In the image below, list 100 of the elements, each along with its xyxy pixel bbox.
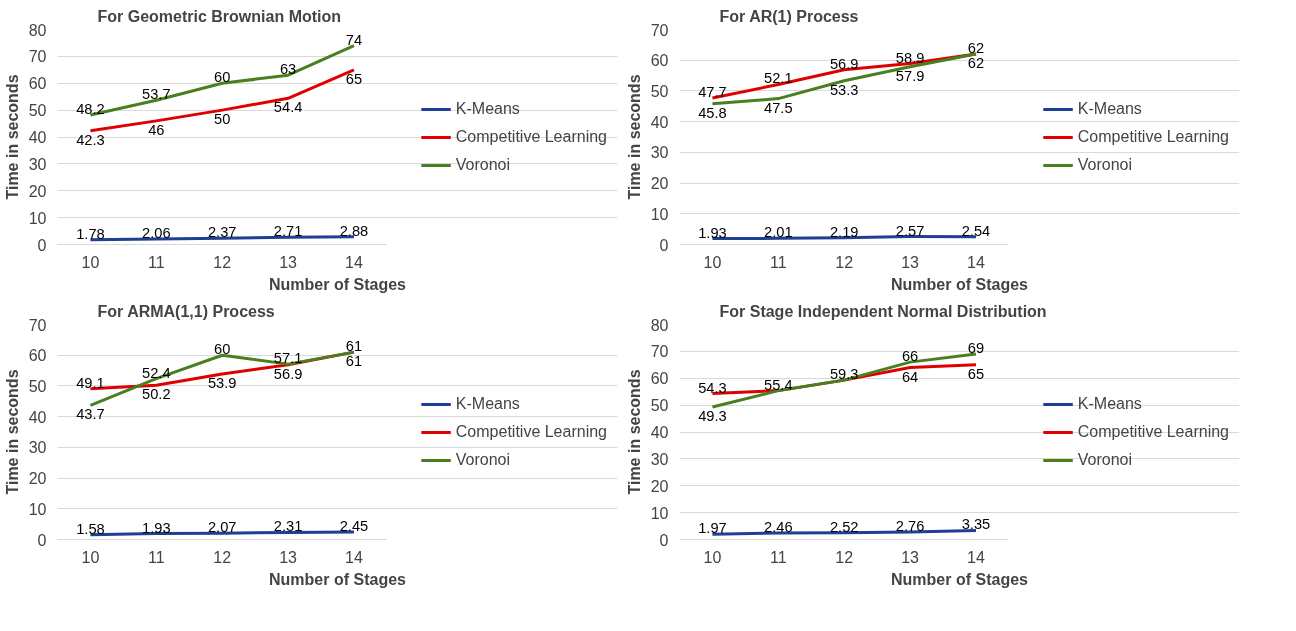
y-tick-label: 0 bbox=[659, 236, 669, 254]
data-label: 63 bbox=[279, 61, 297, 78]
y-tick-label: 20 bbox=[650, 175, 669, 193]
x-tick-label: 11 bbox=[148, 253, 165, 271]
y-tick-label: 50 bbox=[650, 82, 669, 100]
y-tick-label: 80 bbox=[650, 316, 669, 334]
data-label: 2.88 bbox=[339, 222, 369, 239]
chart-title: For Stage Independent Normal Distribution bbox=[719, 302, 1047, 320]
data-label: 53.3 bbox=[829, 81, 859, 98]
data-label: 2.45 bbox=[339, 517, 369, 534]
data-label: 50.2 bbox=[142, 386, 171, 403]
x-tick-label: 13 bbox=[279, 253, 298, 271]
x-tick-label: 11 bbox=[770, 253, 787, 271]
y-tick-label: 0 bbox=[37, 531, 47, 549]
data-label: 59.3 bbox=[829, 366, 859, 383]
x-tick-label: 10 bbox=[703, 253, 722, 271]
data-label: 46 bbox=[148, 121, 165, 138]
data-label: 45.8 bbox=[698, 104, 727, 121]
data-label: 52.4 bbox=[142, 364, 171, 381]
data-label: 61 bbox=[345, 338, 363, 355]
x-tick-label: 12 bbox=[213, 548, 232, 566]
x-tick-label: 12 bbox=[835, 253, 854, 271]
y-tick-label: 60 bbox=[28, 347, 47, 365]
x-axis-title: Number of Stages bbox=[269, 275, 407, 293]
y-tick-label: 10 bbox=[650, 504, 669, 522]
data-label: 61 bbox=[345, 353, 363, 370]
y-axis-title: Time in seconds bbox=[625, 74, 643, 200]
x-tick-label: 12 bbox=[213, 253, 232, 271]
data-label: 1.97 bbox=[698, 520, 727, 537]
y-tick-label: 50 bbox=[650, 397, 669, 415]
y-tick-label: 30 bbox=[650, 144, 669, 162]
data-label: 2.46 bbox=[764, 518, 793, 535]
y-tick-label: 30 bbox=[650, 450, 669, 468]
y-tick-label: 60 bbox=[28, 75, 47, 93]
y-tick-label: 40 bbox=[650, 424, 669, 441]
data-label: 62 bbox=[967, 55, 985, 72]
data-label: 1.78 bbox=[76, 225, 105, 242]
data-label: 47.5 bbox=[764, 99, 793, 116]
y-tick-label: 30 bbox=[28, 155, 47, 173]
y-tick-label: 0 bbox=[37, 236, 47, 254]
legend-label: Competitive Learning bbox=[1077, 422, 1229, 441]
data-label: 64 bbox=[901, 368, 919, 385]
legend-label: Voronoi bbox=[1077, 450, 1133, 469]
y-tick-label: 20 bbox=[28, 182, 47, 200]
data-label: 49.3 bbox=[698, 408, 727, 425]
x-tick-label: 10 bbox=[81, 548, 100, 566]
legend-label: K-Means bbox=[1077, 99, 1142, 118]
data-label: 43.7 bbox=[76, 406, 105, 423]
y-tick-label: 70 bbox=[650, 21, 669, 39]
data-label: 69 bbox=[967, 340, 985, 357]
data-label: 53.9 bbox=[207, 374, 237, 391]
data-label: 54.4 bbox=[273, 99, 303, 116]
data-label: 74 bbox=[345, 31, 363, 48]
legend-label: Competitive Learning bbox=[1077, 127, 1229, 146]
chart-title: For AR(1) Process bbox=[719, 7, 859, 25]
data-label: 53.7 bbox=[142, 86, 171, 103]
x-axis-title: Number of Stages bbox=[269, 570, 407, 588]
legend-label: Voronoi bbox=[455, 155, 511, 174]
data-label: 56.9 bbox=[829, 55, 859, 72]
data-label: 2.71 bbox=[273, 223, 303, 240]
legend-label: K-Means bbox=[455, 394, 520, 413]
y-tick-label: 70 bbox=[28, 316, 47, 334]
y-tick-label: 50 bbox=[28, 102, 47, 120]
y-tick-label: 40 bbox=[650, 113, 669, 131]
data-label: 56.9 bbox=[273, 365, 303, 382]
x-tick-label: 13 bbox=[901, 253, 920, 271]
data-label: 52.1 bbox=[764, 70, 793, 87]
x-tick-label: 11 bbox=[770, 548, 787, 566]
data-label: 55.4 bbox=[764, 376, 793, 393]
x-axis-title: Number of Stages bbox=[891, 275, 1029, 293]
data-label: 2.01 bbox=[764, 224, 793, 241]
x-tick-label: 10 bbox=[703, 548, 722, 566]
data-label: 2.19 bbox=[829, 223, 859, 240]
data-label: 58.9 bbox=[895, 49, 925, 66]
x-tick-label: 14 bbox=[967, 253, 985, 271]
x-tick-label: 12 bbox=[835, 548, 854, 566]
data-label: 54.3 bbox=[698, 379, 727, 396]
data-label: 2.76 bbox=[895, 518, 925, 535]
x-axis-title: Number of Stages bbox=[891, 570, 1029, 588]
y-tick-label: 40 bbox=[28, 129, 47, 146]
data-label: 60 bbox=[214, 341, 231, 358]
y-tick-label: 10 bbox=[28, 500, 47, 518]
data-label: 2.06 bbox=[142, 224, 171, 241]
y-tick-label: 20 bbox=[650, 477, 669, 495]
data-label: 1.58 bbox=[76, 520, 105, 537]
chart-title: For ARMA(1,1) Process bbox=[97, 302, 275, 320]
x-tick-label: 14 bbox=[967, 548, 985, 566]
y-tick-label: 0 bbox=[659, 531, 669, 549]
data-label: 1.93 bbox=[142, 519, 171, 536]
y-axis-title: Time in seconds bbox=[625, 369, 643, 495]
data-label: 2.52 bbox=[829, 518, 859, 535]
data-label: 50 bbox=[214, 111, 231, 128]
legend-label: Voronoi bbox=[1077, 155, 1133, 174]
data-label: 48.2 bbox=[76, 100, 105, 117]
legend-label: K-Means bbox=[1077, 394, 1142, 413]
legend-label: Voronoi bbox=[455, 450, 511, 469]
data-label: 49.1 bbox=[76, 374, 105, 391]
chart-title: For Geometric Brownian Motion bbox=[97, 7, 342, 25]
data-label: 1.93 bbox=[698, 224, 727, 241]
data-label: 66 bbox=[901, 348, 919, 365]
